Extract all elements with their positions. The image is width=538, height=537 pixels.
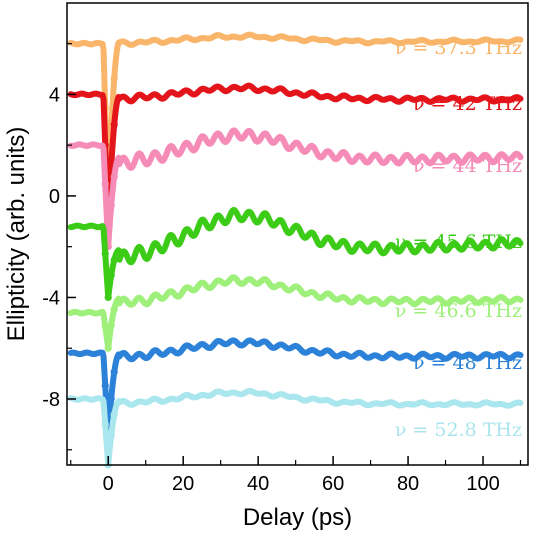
data-point — [107, 394, 115, 403]
data-point — [104, 293, 112, 302]
y-tick-label: 4 — [49, 84, 60, 106]
data-point — [101, 250, 109, 258]
x-tick-label: 100 — [466, 473, 499, 495]
series-3 — [67, 127, 524, 251]
series-5 — [67, 274, 524, 352]
series-label-3: ν = 44 THz — [413, 155, 522, 177]
data-point — [110, 120, 118, 129]
series-label-7: ν = 52.8 THz — [395, 419, 522, 441]
series-line — [67, 127, 524, 250]
y-tick-label: 0 — [49, 186, 60, 208]
data-point — [110, 256, 118, 264]
series-label-2: ν = 42 THz — [413, 93, 522, 115]
data-point — [107, 431, 115, 439]
y-tick-label: -4 — [42, 287, 60, 309]
series-line — [67, 274, 524, 352]
label-layer: ν = 37.3 THz ν = 42 THz ν = 44 THz ν = 45.6… — [395, 37, 522, 441]
data-point — [101, 381, 109, 390]
plot-frame — [66, 2, 529, 466]
x-tick-label: 20 — [172, 473, 194, 495]
series-7 — [67, 387, 524, 469]
series-line — [67, 31, 524, 215]
data-point — [107, 321, 115, 329]
data-point — [110, 172, 118, 181]
data-point — [110, 368, 118, 376]
x-tick-label: 0 — [103, 473, 114, 495]
data-point — [110, 75, 118, 83]
series-1 — [67, 31, 524, 215]
transient-dash — [102, 356, 119, 438]
transient-dash — [102, 152, 119, 247]
x-tick-label: 60 — [322, 473, 344, 495]
transient-dash — [102, 101, 119, 227]
transient-dash — [102, 402, 119, 466]
x-axis-title: Delay (ps) — [243, 504, 352, 531]
data-point — [101, 420, 109, 428]
data-point — [107, 271, 115, 280]
data-point — [101, 180, 109, 188]
series-label-5: ν = 46.6 THz — [395, 300, 522, 322]
data-point — [110, 305, 118, 313]
data-point — [107, 201, 115, 209]
x-tick-label: 80 — [397, 473, 419, 495]
x-tick-label: 40 — [247, 473, 269, 495]
series-line — [67, 206, 524, 301]
series-line — [67, 82, 524, 230]
series-label-1: ν = 37.3 THz — [395, 37, 522, 59]
series-line — [67, 387, 524, 468]
series-layer — [67, 31, 524, 469]
transient-dash — [102, 299, 119, 349]
y-axis-title: Ellipticity (arb. units) — [3, 127, 30, 342]
series-line — [67, 337, 524, 441]
y-tick-label: -8 — [42, 389, 60, 411]
series-label-4: ν = 45.6 THz — [395, 231, 522, 253]
series-label-6: ν = 48 THz — [413, 352, 522, 374]
series-4 — [67, 206, 524, 302]
data-point — [104, 344, 112, 352]
data-point — [110, 411, 118, 419]
data-point — [101, 322, 109, 330]
